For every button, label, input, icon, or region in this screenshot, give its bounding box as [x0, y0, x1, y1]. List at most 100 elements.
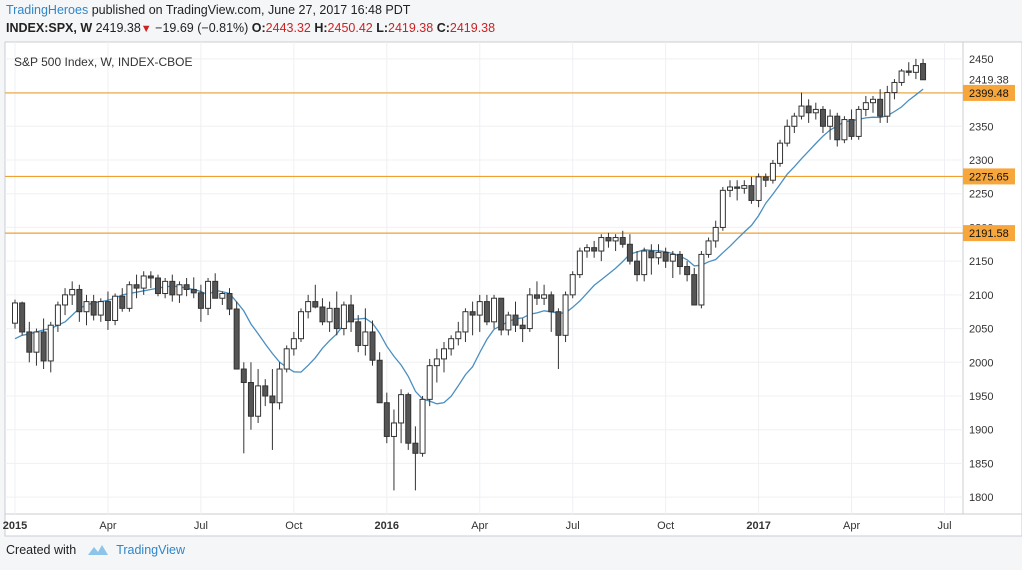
candle[interactable]	[576, 247, 583, 278]
candle[interactable]	[112, 293, 119, 326]
candle[interactable]	[805, 99, 812, 123]
candle[interactable]	[662, 247, 669, 268]
time-axis[interactable]	[4, 513, 1022, 537]
candle[interactable]	[712, 220, 719, 248]
candle[interactable]	[448, 335, 455, 356]
candle[interactable]	[348, 294, 355, 332]
candle[interactable]	[648, 244, 655, 275]
candle[interactable]	[641, 247, 648, 282]
candle[interactable]	[255, 369, 262, 423]
candle[interactable]	[512, 301, 519, 332]
candle[interactable]	[340, 301, 347, 336]
candle[interactable]	[669, 251, 676, 278]
candle[interactable]	[212, 273, 219, 299]
candle[interactable]	[812, 102, 819, 120]
author-link[interactable]: TradingHeroes	[6, 3, 89, 17]
candle[interactable]	[83, 294, 90, 326]
candle[interactable]	[848, 109, 855, 140]
candle[interactable]	[376, 352, 383, 404]
candle[interactable]	[54, 301, 61, 332]
candle[interactable]	[47, 321, 54, 373]
candle[interactable]	[155, 274, 161, 297]
candle[interactable]	[755, 173, 762, 208]
candle[interactable]	[619, 230, 626, 248]
tradingview-link[interactable]: TradingView	[116, 543, 185, 557]
candle[interactable]	[333, 291, 340, 336]
candle[interactable]	[326, 301, 333, 332]
candle[interactable]	[676, 251, 683, 275]
candle[interactable]	[233, 301, 240, 370]
candle[interactable]	[705, 237, 712, 258]
candle[interactable]	[455, 321, 462, 346]
candle[interactable]	[920, 58, 927, 81]
candle[interactable]	[262, 379, 269, 407]
candle[interactable]	[462, 308, 469, 343]
candle[interactable]	[426, 358, 433, 407]
candle[interactable]	[727, 180, 733, 198]
candle[interactable]	[655, 244, 662, 265]
candle[interactable]	[748, 176, 755, 204]
candle[interactable]	[240, 362, 247, 454]
candle[interactable]	[298, 308, 304, 343]
candle[interactable]	[791, 112, 798, 134]
candle[interactable]	[870, 95, 876, 113]
candle[interactable]	[119, 288, 126, 312]
candle[interactable]	[69, 281, 76, 305]
candle[interactable]	[97, 298, 104, 322]
candle[interactable]	[612, 234, 619, 252]
candle[interactable]	[819, 106, 826, 134]
candle[interactable]	[176, 281, 183, 303]
candle[interactable]	[491, 294, 498, 329]
candle[interactable]	[526, 288, 533, 332]
candle[interactable]	[498, 297, 505, 336]
candle[interactable]	[891, 79, 898, 100]
candle[interactable]	[562, 291, 569, 343]
candle[interactable]	[877, 89, 884, 123]
candle[interactable]	[555, 308, 562, 370]
candle[interactable]	[841, 116, 848, 144]
candle[interactable]	[19, 301, 26, 336]
candle[interactable]	[276, 362, 283, 410]
candle[interactable]	[76, 284, 83, 322]
candle[interactable]	[441, 342, 447, 373]
candle[interactable]	[433, 348, 440, 383]
candle[interactable]	[626, 234, 633, 265]
candle[interactable]	[762, 173, 769, 187]
candle[interactable]	[140, 271, 147, 295]
candle[interactable]	[691, 267, 698, 306]
candle[interactable]	[162, 278, 169, 299]
candle[interactable]	[90, 294, 97, 321]
candle[interactable]	[226, 288, 233, 316]
candle[interactable]	[548, 291, 555, 332]
candle[interactable]	[912, 58, 919, 80]
candle[interactable]	[777, 139, 784, 167]
candle[interactable]	[269, 369, 276, 450]
candle[interactable]	[533, 281, 540, 305]
candle[interactable]	[905, 62, 912, 76]
candle[interactable]	[369, 320, 376, 366]
candle[interactable]	[834, 112, 841, 147]
candle[interactable]	[684, 261, 691, 282]
candle[interactable]	[898, 68, 905, 86]
candle[interactable]	[598, 234, 605, 262]
candle[interactable]	[476, 294, 483, 332]
candle[interactable]	[784, 119, 791, 147]
candle[interactable]	[698, 251, 705, 309]
candle[interactable]	[355, 315, 362, 353]
candle[interactable]	[26, 321, 33, 363]
candle[interactable]	[605, 232, 612, 248]
candle[interactable]	[855, 106, 862, 140]
candle[interactable]	[405, 392, 412, 450]
candle[interactable]	[798, 92, 805, 120]
candle[interactable]	[541, 284, 548, 305]
candle[interactable]	[584, 244, 590, 258]
candle[interactable]	[383, 392, 390, 444]
candle[interactable]	[104, 291, 111, 330]
candle[interactable]	[769, 160, 776, 184]
candle[interactable]	[862, 95, 869, 117]
candle[interactable]	[33, 328, 40, 366]
candle[interactable]	[398, 389, 405, 444]
candle[interactable]	[312, 284, 319, 309]
candle[interactable]	[190, 277, 197, 299]
